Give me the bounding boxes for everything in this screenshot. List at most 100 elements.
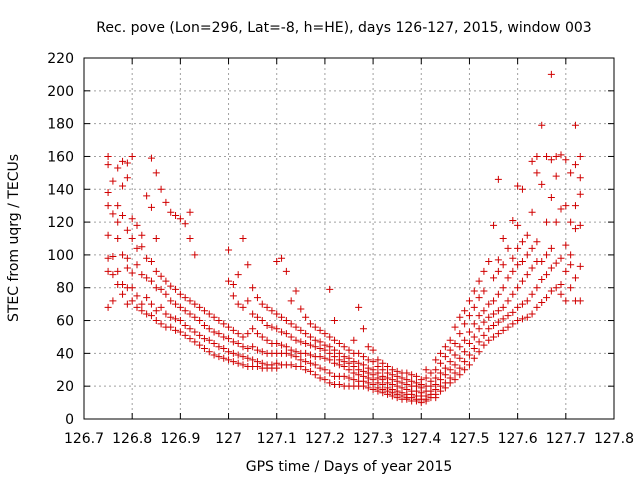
- data-point: [123, 174, 131, 182]
- data-point: [138, 231, 146, 239]
- data-point: [499, 326, 507, 334]
- data-point: [571, 225, 579, 233]
- data-point: [109, 271, 117, 279]
- data-point: [152, 235, 160, 242]
- data-point: [465, 351, 473, 359]
- data-point: [316, 364, 324, 372]
- data-point: [547, 70, 555, 78]
- data-point: [451, 323, 459, 331]
- data-point: [138, 243, 146, 251]
- data-point: [340, 343, 348, 351]
- data-point: [220, 333, 228, 341]
- data-point: [543, 218, 551, 226]
- data-point: [123, 300, 131, 308]
- data-point: [321, 354, 329, 362]
- data-point: [437, 376, 445, 384]
- data-point: [326, 349, 334, 357]
- data-point: [200, 307, 208, 315]
- data-point: [514, 303, 522, 311]
- data-point: [225, 335, 233, 343]
- data-point: [350, 376, 358, 384]
- data-point: [494, 256, 502, 264]
- data-point: [514, 244, 522, 252]
- data-point: [571, 121, 579, 129]
- data-point: [186, 235, 194, 242]
- data-point: [220, 320, 228, 328]
- data-point: [494, 267, 502, 275]
- data-point: [335, 361, 343, 369]
- data-point: [128, 297, 136, 305]
- data-point: [475, 348, 483, 356]
- data-point: [437, 359, 445, 367]
- data-point: [152, 169, 160, 177]
- data-point: [196, 317, 204, 325]
- data-point: [119, 280, 127, 288]
- data-point: [225, 323, 233, 331]
- data-point: [412, 372, 420, 380]
- data-point: [514, 284, 522, 292]
- data-point: [490, 221, 498, 229]
- data-point: [128, 269, 136, 277]
- data-point: [369, 358, 377, 366]
- y-tick-label: 100: [47, 248, 74, 264]
- data-point: [123, 254, 131, 262]
- data-point: [186, 310, 194, 318]
- data-point: [234, 271, 242, 279]
- data-point: [523, 251, 531, 259]
- data-point: [186, 335, 194, 343]
- data-point: [533, 303, 541, 311]
- data-point: [345, 374, 353, 382]
- data-point: [523, 271, 531, 279]
- data-point: [446, 346, 454, 354]
- data-point: [297, 326, 305, 334]
- data-point: [311, 336, 319, 344]
- data-point: [518, 185, 526, 193]
- data-point: [509, 290, 517, 298]
- data-point: [186, 297, 194, 305]
- data-point: [475, 325, 483, 333]
- x-tick-label: 127.1: [257, 431, 297, 447]
- data-point: [172, 212, 180, 220]
- data-point: [287, 333, 295, 341]
- data-point: [388, 392, 396, 400]
- data-point: [253, 294, 261, 302]
- data-point: [282, 267, 290, 275]
- data-point: [167, 297, 175, 305]
- data-point: [172, 285, 180, 293]
- data-point: [104, 267, 112, 275]
- data-point: [200, 344, 208, 352]
- data-point: [494, 290, 502, 298]
- data-point: [499, 315, 507, 323]
- data-point: [292, 287, 300, 295]
- data-point: [302, 349, 310, 357]
- data-point: [528, 157, 536, 165]
- data-point: [393, 394, 401, 402]
- data-point: [528, 208, 536, 216]
- data-point: [335, 340, 343, 348]
- data-point: [143, 254, 151, 262]
- data-point: [528, 264, 536, 272]
- data-point: [576, 221, 584, 229]
- data-point: [128, 152, 136, 160]
- data-point: [157, 185, 165, 193]
- data-point: [567, 251, 575, 259]
- data-point: [104, 303, 112, 311]
- data-point: [461, 358, 469, 366]
- data-point: [562, 156, 570, 164]
- data-point: [374, 387, 382, 395]
- data-point: [157, 303, 165, 311]
- y-tick-label: 160: [47, 149, 74, 165]
- data-point: [340, 372, 348, 380]
- data-point: [282, 330, 290, 338]
- x-axis-label: GPS time / Days of year 2015: [246, 459, 453, 475]
- data-point: [133, 292, 141, 300]
- data-point: [147, 257, 155, 265]
- data-point: [485, 257, 493, 265]
- data-point: [191, 251, 199, 259]
- data-point: [302, 340, 310, 348]
- data-point: [335, 381, 343, 389]
- data-point: [326, 343, 334, 351]
- data-point: [147, 312, 155, 320]
- data-point: [470, 320, 478, 328]
- data-point: [514, 317, 522, 325]
